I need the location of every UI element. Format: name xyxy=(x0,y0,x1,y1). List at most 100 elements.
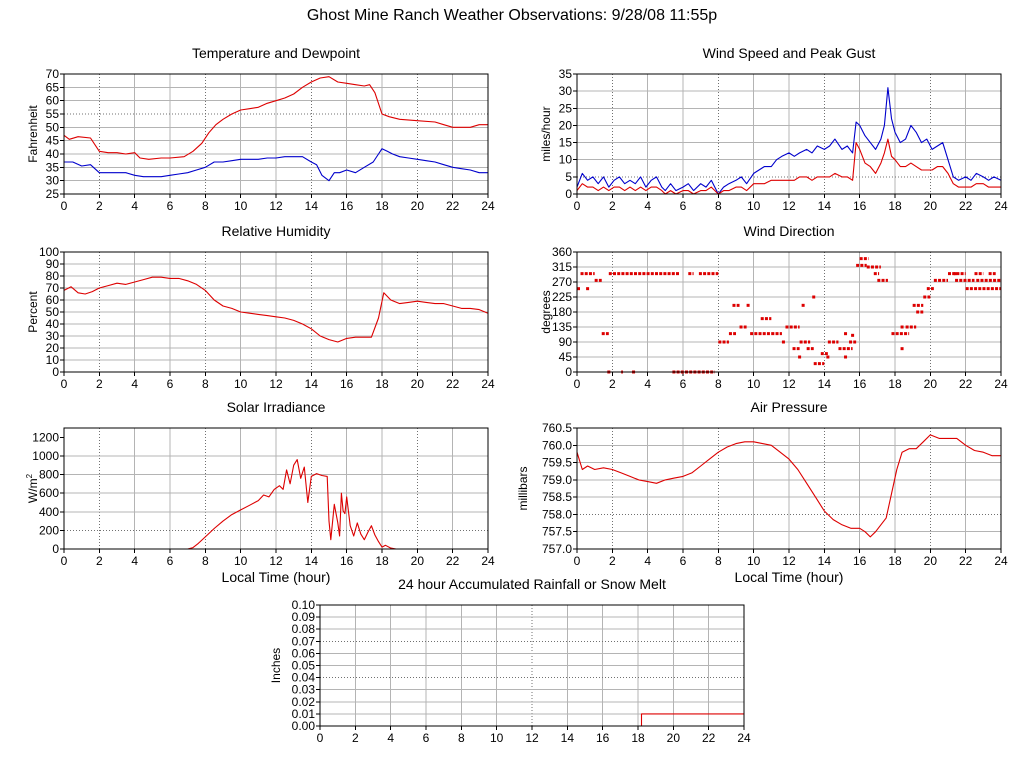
x-tick-label: 10 xyxy=(747,554,761,568)
chart-title: Temperature and Dewpoint xyxy=(192,45,360,61)
x-tick-label: 10 xyxy=(747,199,761,213)
x-tick-label: 14 xyxy=(818,199,832,213)
x-tick-label: 10 xyxy=(747,377,761,391)
y-tick-label: 40 xyxy=(46,317,60,331)
y-tick-label: 25 xyxy=(559,101,573,115)
y-tick-label: 400 xyxy=(39,505,59,519)
y-tick-label: 50 xyxy=(46,120,60,134)
y-tick-label: 0.05 xyxy=(292,659,316,673)
y-tick-label: 759.0 xyxy=(542,473,572,487)
y-axis-label: Percent xyxy=(26,291,40,333)
direction-point xyxy=(801,303,805,307)
x-tick-label: 8 xyxy=(715,377,722,391)
x-tick-label: 2 xyxy=(96,554,103,568)
y-tick-label: 0 xyxy=(52,365,59,379)
x-tick-label: 6 xyxy=(680,554,687,568)
x-tick-label: 12 xyxy=(525,731,539,745)
wind-speed-chart: 0 2 4 6 8 10 12 14 16 18 20 22 2405101520253035Wind … xyxy=(539,45,1008,213)
y-tick-label: 1200 xyxy=(32,430,59,444)
y-tick-label: 10 xyxy=(46,353,60,367)
x-tick-label: 8 xyxy=(202,554,209,568)
x-tick-label: 14 xyxy=(818,377,832,391)
x-tick-label: 16 xyxy=(853,199,867,213)
x-tick-label: 24 xyxy=(737,731,751,745)
y-tick-label: 35 xyxy=(559,67,573,81)
plot-frame xyxy=(63,427,489,550)
x-tick-label: 14 xyxy=(305,199,319,213)
y-tick-label: 760.5 xyxy=(542,421,572,435)
x-tick-label: 2 xyxy=(352,731,359,745)
y-tick-label: 0.01 xyxy=(292,707,316,721)
y-tick-label: 800 xyxy=(39,468,59,482)
chart-title: Relative Humidity xyxy=(222,223,331,239)
x-tick-label: 0 xyxy=(61,377,68,391)
y-tick-label: 70 xyxy=(46,67,60,81)
y-tick-label: 0.02 xyxy=(292,695,316,709)
y-tick-label: 758.0 xyxy=(542,507,572,521)
y-axis-label: millibars xyxy=(516,466,530,510)
y-tick-label: 0.03 xyxy=(292,683,316,697)
direction-point xyxy=(826,355,830,359)
y-tick-label: 0.04 xyxy=(292,671,316,685)
y-tick-label: 270 xyxy=(552,275,572,289)
x-tick-label: 12 xyxy=(269,199,283,213)
x-tick-label: 4 xyxy=(644,377,651,391)
x-tick-label: 6 xyxy=(423,731,430,745)
direction-point xyxy=(900,347,904,351)
x-tick-label: 22 xyxy=(446,377,460,391)
y-tick-label: 10 xyxy=(559,153,573,167)
x-tick-label: 20 xyxy=(924,554,938,568)
x-tick-label: 16 xyxy=(853,377,867,391)
x-tick-label: 20 xyxy=(667,731,681,745)
x-axis-label: Local Time (hour) xyxy=(735,569,844,585)
plot-frame xyxy=(63,251,489,373)
y-tick-label: 65 xyxy=(46,80,60,94)
y-tick-label: 1000 xyxy=(32,449,59,463)
direction-point xyxy=(812,295,816,299)
chart-title: Air Pressure xyxy=(750,399,827,415)
x-tick-label: 24 xyxy=(994,554,1008,568)
x-tick-label: 8 xyxy=(715,199,722,213)
x-tick-label: 16 xyxy=(340,554,354,568)
y-tick-label: 50 xyxy=(46,305,60,319)
x-tick-label: 0 xyxy=(574,554,581,568)
y-tick-label: 759.5 xyxy=(542,456,572,470)
y-tick-label: 70 xyxy=(46,281,60,295)
x-tick-label: 0 xyxy=(61,554,68,568)
y-tick-label: 5 xyxy=(565,170,572,184)
x-tick-label: 10 xyxy=(234,554,248,568)
red-series-line xyxy=(63,76,488,160)
red-series-line xyxy=(64,459,488,550)
x-tick-label: 22 xyxy=(446,554,460,568)
x-tick-label: 6 xyxy=(680,377,687,391)
y-axis-label: W/m2 xyxy=(25,473,40,503)
y-tick-label: 135 xyxy=(552,320,572,334)
x-tick-label: 6 xyxy=(167,199,174,213)
y-tick-label: 225 xyxy=(552,290,572,304)
y-axis-label: Inches xyxy=(269,648,283,683)
x-tick-label: 24 xyxy=(994,377,1008,391)
x-tick-label: 6 xyxy=(680,199,687,213)
x-tick-label: 18 xyxy=(631,731,645,745)
y-tick-label: 0.00 xyxy=(292,719,316,733)
direction-point xyxy=(844,355,848,359)
direction-point xyxy=(900,325,904,329)
y-tick-label: 40 xyxy=(46,147,60,161)
y-tick-label: 20 xyxy=(46,341,60,355)
x-tick-label: 10 xyxy=(234,377,248,391)
x-tick-label: 20 xyxy=(924,199,938,213)
red-series-line xyxy=(63,276,489,343)
y-tick-label: 25 xyxy=(46,187,60,201)
x-tick-label: 4 xyxy=(131,554,138,568)
y-tick-label: 0.09 xyxy=(292,610,316,624)
y-axis-label: miles/hour xyxy=(539,106,553,161)
temperature-dewpoint-chart: 0 2 4 6 8 10 12 14 16 18 20 22 242530354045505560657… xyxy=(26,45,495,213)
y-axis-label: Fahrenheit xyxy=(26,105,40,163)
x-tick-label: 16 xyxy=(853,554,867,568)
y-tick-label: 360 xyxy=(552,245,572,259)
x-tick-label: 2 xyxy=(96,199,103,213)
y-tick-label: 0.10 xyxy=(292,598,316,612)
blue-series-line xyxy=(576,87,1002,195)
x-tick-label: 20 xyxy=(924,377,938,391)
